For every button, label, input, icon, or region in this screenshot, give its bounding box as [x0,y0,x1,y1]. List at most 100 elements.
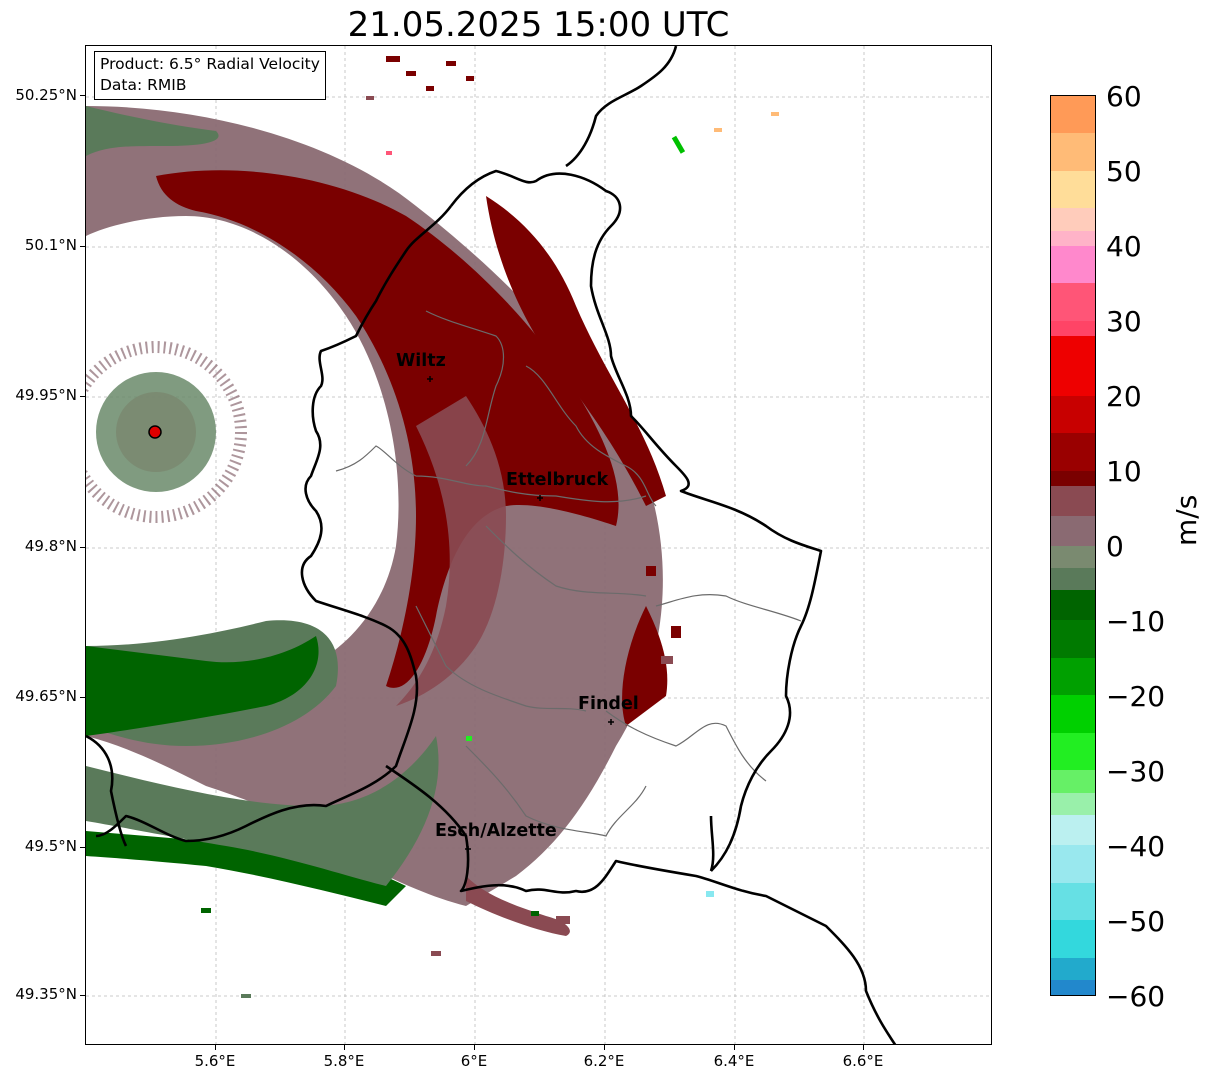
colorbar-segment [1051,433,1095,472]
lon-tick-label: 6°E [460,1052,488,1070]
colorbar-segment [1051,792,1095,816]
colorbar-tick-label: 60 [1106,80,1142,113]
colorbar-segment [1051,395,1095,434]
border-belgium-west [95,205,453,843]
echo-greygreen-rim [86,106,219,156]
city-marker-ettelbruck [537,495,543,501]
colorbar-segment [1051,245,1095,284]
lat-tick-mark [80,246,85,247]
city-marker-esch [465,846,471,852]
lon-tick-label: 6.4°E [713,1052,755,1070]
colorbar-tick-label: −40 [1106,830,1166,863]
lon-tick-label: 6.2°E [583,1052,625,1070]
lat-tick-mark [80,847,85,848]
velocity-echoes [86,56,779,998]
city-label-findel: Findel [578,694,639,714]
border-germany-north [565,46,678,168]
colorbar-segment [1051,770,1095,794]
colorbar-tick-label: −50 [1106,905,1166,938]
colorbar-segment [1051,320,1095,337]
border-belgium-southwest [86,734,128,847]
colorbar-tick-label: 30 [1106,305,1142,338]
lon-tick-mark [215,1045,216,1050]
lon-tick-label: 5.8°E [323,1052,365,1070]
colorbar-segment [1051,620,1095,659]
colorbar-tick-label: −60 [1106,980,1166,1013]
colorbar-segment [1051,230,1095,247]
radar-site-marker [148,425,162,439]
city-markers [427,376,614,852]
lat-tick-label: 50.1°N [24,236,77,254]
border-lux-belgium [449,169,823,872]
colorbar-segment [1051,470,1095,487]
colorbar-segment [1051,920,1095,959]
colorbar-tick-label: 10 [1106,455,1142,488]
colorbar-segment [1051,96,1095,135]
colorbar-segment [1051,515,1095,547]
echo-green-band-south [86,831,406,906]
colorbar-segment [1051,283,1095,322]
city-label-ettelbruck: Ettelbruck [506,470,609,490]
lat-tick-label: 49.35°N [15,985,77,1003]
colorbar-segment [1051,695,1095,734]
colorbar-tick-label: 20 [1106,380,1142,413]
lat-tick-mark [80,697,85,698]
echo-green-band-west [86,636,319,736]
city-label-wiltz: Wiltz [396,351,446,371]
echo-speckles [201,56,779,998]
colorbar-tick-label: 0 [1106,530,1124,563]
city-label-esch-alzette: Esch/Alzette [435,821,557,841]
colorbar-tick-label: −10 [1106,605,1166,638]
colorbar-segment [1051,815,1095,846]
map-canvas [86,46,991,1044]
colorbar-segment [1051,957,1095,981]
colorbar-segment [1051,732,1095,771]
colorbar-segment [1051,485,1095,517]
lon-tick-mark [863,1045,864,1050]
colorbar-tick-label: −30 [1106,755,1166,788]
lat-tick-label: 49.8°N [24,537,77,555]
colorbar-segment [1051,170,1095,209]
lon-tick-label: 6.6°E [842,1052,884,1070]
lat-tick-label: 49.95°N [15,386,77,404]
product-label: Product: 6.5° Radial Velocity [100,55,320,73]
lat-tick-label: 49.5°N [24,837,77,855]
colorbar-segment [1051,657,1095,696]
lat-tick-mark [80,95,85,96]
echo-maroon-east [486,196,666,506]
colorbar-unit-label: m/s [1170,494,1203,546]
data-source-label: Data: RMIB [100,76,187,94]
colorbar-segment [1051,208,1095,232]
colorbar-segment [1051,335,1095,397]
colorbar-segment [1051,845,1095,884]
colorbar-tick-label: 40 [1106,230,1142,263]
colorbar-segment [1051,545,1095,569]
district-boundaries [335,310,802,837]
velocity-colorbar [1050,95,1096,996]
radar-map[interactable] [85,45,992,1045]
lon-tick-mark [604,1045,605,1050]
echo-maroon-southeast [622,606,668,726]
lon-tick-label: 5.6°E [194,1052,236,1070]
lat-tick-mark [80,995,85,996]
national-borders [86,46,897,1044]
colorbar-segment [1051,567,1095,592]
city-marker-wiltz [427,376,433,382]
border-lux-germany-east [709,815,715,872]
lat-tick-label: 49.65°N [15,687,77,705]
colorbar-segment [1051,133,1095,172]
lon-tick-mark [344,1045,345,1050]
lat-tick-label: 50.25°N [15,86,77,104]
product-info-box: Product: 6.5° Radial Velocity Data: RMIB [94,51,326,100]
lat-tick-mark [80,396,85,397]
echo-brown-band [396,396,506,706]
echo-maroon-arc [156,170,619,688]
echo-south-tail [466,876,570,936]
colorbar-tick-label: −20 [1106,680,1166,713]
colorbar-tick-label: 50 [1106,155,1142,188]
lon-tick-mark [474,1045,475,1050]
echo-greygreen-southband [86,736,439,886]
colorbar-segment [1051,590,1095,621]
city-marker-findel [608,719,614,725]
colorbar-segment [1051,882,1095,921]
